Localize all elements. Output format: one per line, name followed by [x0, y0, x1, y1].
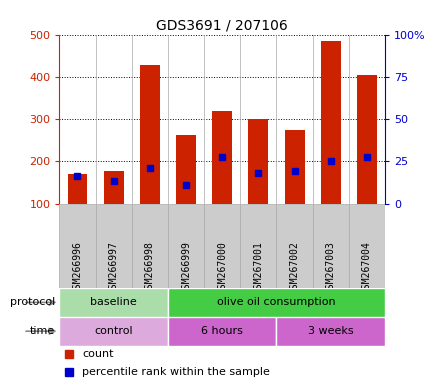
Text: GSM266998: GSM266998: [145, 242, 155, 295]
Bar: [357, 75, 377, 204]
Bar: [176, 135, 196, 204]
Bar: [168, 288, 385, 317]
Bar: [249, 119, 268, 204]
Bar: [276, 204, 313, 288]
Text: GSM267000: GSM267000: [217, 242, 227, 295]
Text: GSM267004: GSM267004: [362, 242, 372, 295]
Bar: [349, 204, 385, 288]
Bar: [59, 288, 168, 317]
Text: GSM266997: GSM266997: [109, 242, 119, 295]
Bar: [240, 204, 276, 288]
Text: control: control: [94, 326, 133, 336]
Bar: [95, 204, 132, 288]
Bar: [59, 204, 95, 288]
Title: GDS3691 / 207106: GDS3691 / 207106: [156, 18, 288, 32]
Bar: [321, 41, 341, 204]
Text: protocol: protocol: [10, 297, 55, 308]
Text: GSM267001: GSM267001: [253, 242, 264, 295]
Text: GSM266999: GSM266999: [181, 242, 191, 295]
Bar: [140, 65, 160, 204]
Text: GSM267003: GSM267003: [326, 242, 336, 295]
Text: GSM266996: GSM266996: [73, 242, 82, 295]
Bar: [285, 130, 304, 204]
Bar: [212, 111, 232, 204]
Text: 6 hours: 6 hours: [201, 326, 243, 336]
Text: 3 weeks: 3 weeks: [308, 326, 354, 336]
Bar: [204, 204, 240, 288]
Bar: [132, 204, 168, 288]
Bar: [313, 204, 349, 288]
Bar: [168, 317, 276, 346]
Bar: [276, 317, 385, 346]
Text: time: time: [30, 326, 55, 336]
Bar: [68, 174, 88, 204]
Text: count: count: [82, 349, 114, 359]
Text: percentile rank within the sample: percentile rank within the sample: [82, 366, 270, 377]
Bar: [104, 170, 124, 204]
Text: olive oil consumption: olive oil consumption: [217, 297, 336, 308]
Bar: [59, 317, 168, 346]
Text: GSM267002: GSM267002: [290, 242, 300, 295]
Bar: [168, 204, 204, 288]
Text: baseline: baseline: [90, 297, 137, 308]
